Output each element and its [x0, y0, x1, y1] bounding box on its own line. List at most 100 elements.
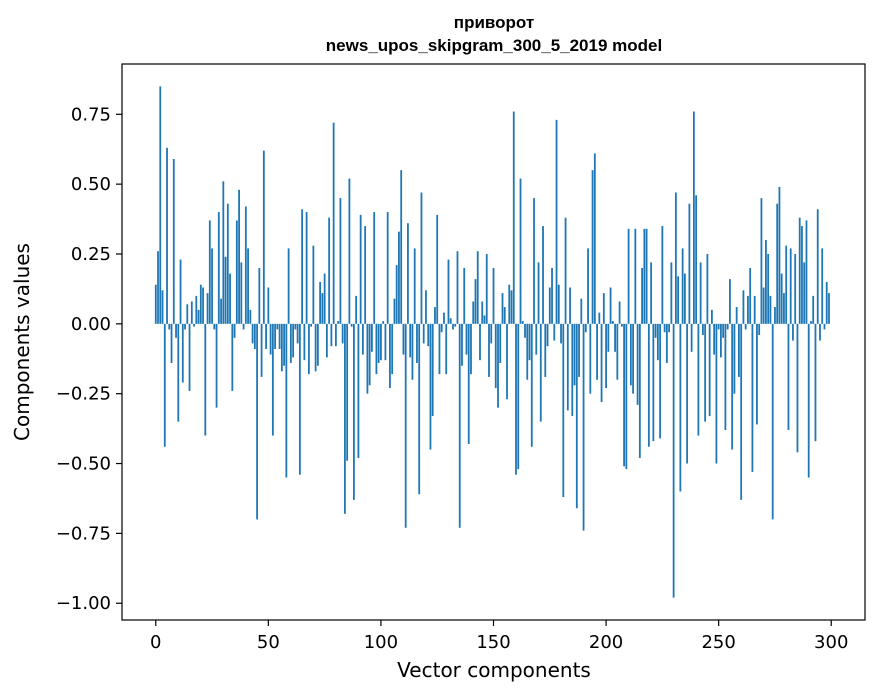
bar [395, 265, 398, 324]
bar [283, 323, 286, 366]
bar [231, 323, 234, 391]
bar [632, 323, 634, 394]
bar [805, 220, 808, 324]
bar [812, 295, 815, 324]
bar [319, 281, 322, 324]
bar [625, 323, 628, 470]
bar [789, 248, 792, 324]
bar [476, 251, 479, 324]
y-tick-label: −0.75 [56, 523, 111, 544]
bar [722, 323, 725, 338]
bar [240, 262, 243, 324]
bar [542, 226, 544, 324]
bar [731, 323, 734, 450]
bar [665, 323, 668, 363]
bar [359, 214, 362, 324]
bar [499, 323, 502, 363]
bar [472, 301, 475, 324]
bar [641, 267, 643, 324]
bar [738, 323, 740, 377]
bar [756, 323, 758, 425]
x-tick-label: 200 [589, 632, 623, 653]
bar [175, 323, 177, 338]
bar [362, 323, 364, 355]
bar [278, 323, 281, 349]
bar [409, 323, 412, 358]
bar [647, 323, 650, 447]
bar [611, 321, 614, 324]
bar [204, 323, 207, 436]
bar [235, 220, 238, 324]
bar [560, 323, 562, 344]
bar [168, 323, 171, 330]
bar [312, 245, 315, 324]
bar [708, 323, 711, 417]
bar [758, 323, 761, 336]
bar [357, 323, 360, 458]
x-tick-label: 50 [257, 632, 280, 653]
bar [393, 298, 396, 324]
bar [474, 279, 477, 324]
bar [305, 212, 308, 324]
bar [253, 323, 256, 349]
bar [566, 323, 569, 411]
bar [571, 323, 574, 417]
bar [307, 323, 310, 375]
bar [715, 323, 718, 464]
bar [672, 323, 675, 598]
y-tick-label: 0.00 [71, 314, 111, 335]
bar [373, 212, 376, 324]
bar [280, 323, 283, 372]
bar [706, 253, 709, 324]
bar [720, 323, 722, 358]
bar [452, 323, 454, 330]
bar [634, 228, 637, 324]
bar [762, 287, 765, 324]
bar [600, 323, 603, 403]
bar [526, 323, 529, 380]
bar [711, 309, 713, 324]
bar [407, 223, 409, 324]
bar [422, 323, 425, 344]
bar [753, 295, 756, 324]
bar [774, 307, 776, 324]
bar [296, 323, 299, 344]
bar [202, 287, 204, 324]
bar [316, 323, 319, 366]
bar [289, 323, 292, 363]
bar [447, 259, 450, 324]
bar [551, 267, 553, 324]
y-tick-label: 0.75 [71, 104, 111, 125]
bar [172, 158, 175, 324]
bar [488, 323, 490, 377]
bar [193, 323, 195, 327]
bar [497, 323, 499, 408]
bar [220, 298, 222, 324]
bar [157, 251, 159, 324]
bar [208, 220, 211, 324]
bar [668, 323, 671, 333]
bar [616, 323, 619, 380]
bar [713, 323, 716, 355]
bar [643, 228, 646, 324]
bar [539, 323, 542, 422]
bar [503, 307, 506, 324]
bar [575, 323, 578, 509]
bar [674, 192, 677, 324]
bar [519, 178, 522, 324]
bar [677, 276, 680, 324]
bar [411, 323, 414, 380]
bar [375, 323, 378, 375]
bar [330, 323, 333, 347]
bar [524, 323, 526, 338]
bar [688, 203, 691, 324]
bar [465, 323, 468, 355]
bar [701, 323, 704, 336]
bar [233, 323, 236, 338]
chart-subtitle: news_upos_skipgram_300_5_2019 model [326, 36, 662, 55]
bar [224, 256, 227, 324]
bar [733, 323, 736, 394]
bar [485, 253, 488, 324]
bar [190, 301, 193, 324]
bar [553, 323, 556, 341]
